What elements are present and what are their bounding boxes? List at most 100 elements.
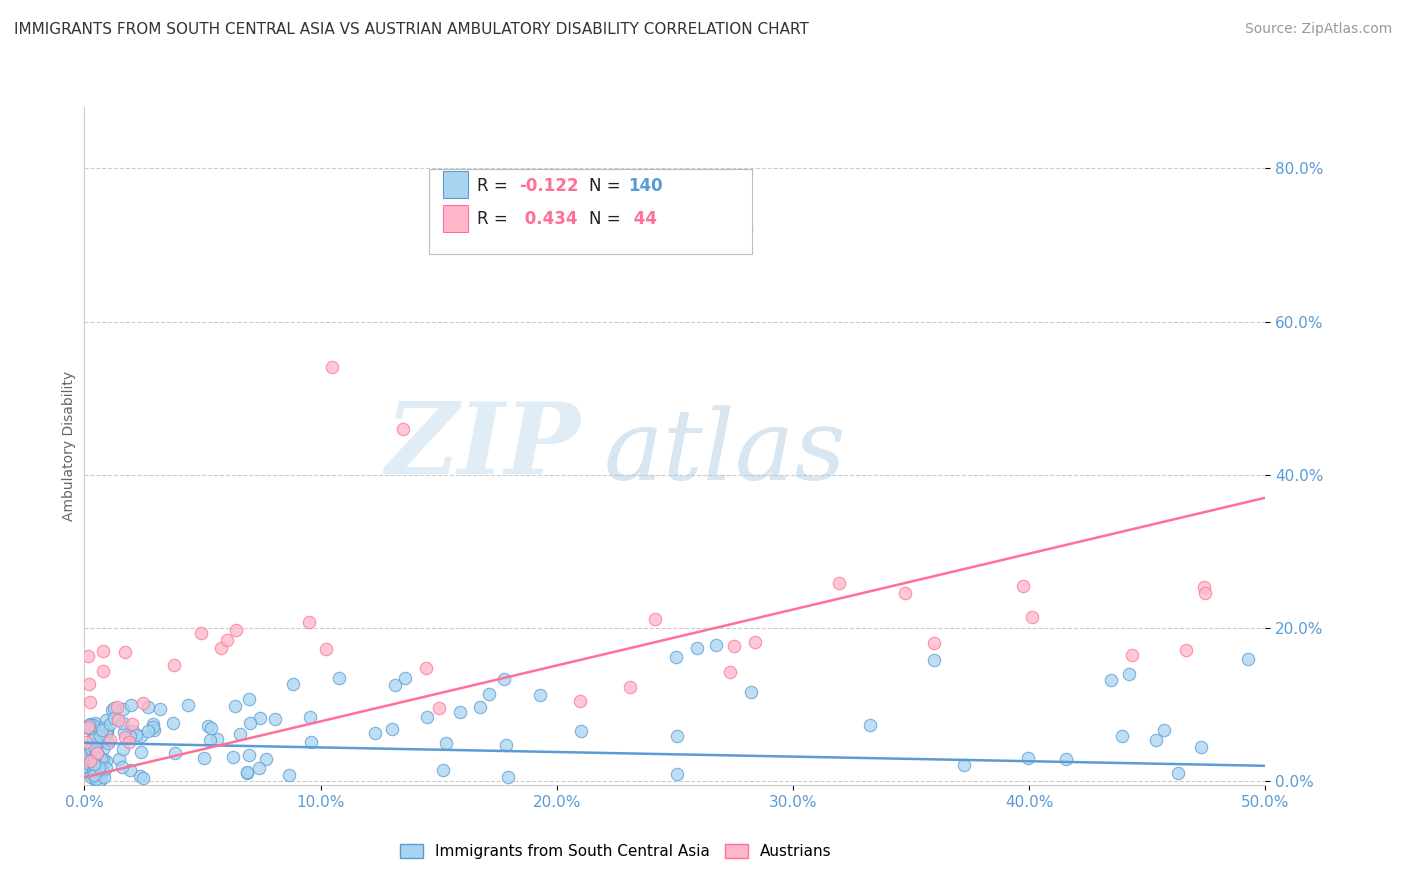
- Point: [1236, 651, 1258, 665]
- Point: [1099, 673, 1122, 687]
- Point: [496, 770, 519, 784]
- Point: [86, 772, 108, 786]
- Point: [103, 711, 125, 725]
- Point: [77, 677, 100, 691]
- Text: atlas: atlas: [605, 405, 846, 500]
- Point: [254, 752, 277, 766]
- Y-axis label: Ambulatory Disability: Ambulatory Disability: [62, 371, 76, 521]
- Point: [298, 615, 321, 629]
- Point: [434, 736, 457, 750]
- Point: [83, 772, 105, 786]
- Point: [177, 698, 200, 712]
- Text: N =: N =: [589, 177, 626, 194]
- Point: [235, 765, 257, 780]
- Point: [894, 586, 917, 600]
- Point: [217, 633, 239, 648]
- Point: [84, 764, 107, 779]
- Point: [163, 746, 186, 760]
- Point: [149, 702, 172, 716]
- Point: [328, 672, 350, 686]
- Point: [93, 742, 115, 756]
- Point: [529, 688, 551, 702]
- Text: 140: 140: [628, 177, 664, 194]
- Point: [619, 680, 641, 694]
- Point: [1167, 766, 1189, 780]
- Text: 0.434: 0.434: [519, 211, 578, 228]
- Point: [118, 729, 141, 743]
- Point: [121, 724, 143, 739]
- Point: [568, 694, 591, 708]
- Point: [704, 638, 727, 652]
- Point: [132, 771, 155, 785]
- Point: [449, 706, 471, 720]
- Point: [114, 730, 136, 744]
- Point: [86, 747, 108, 761]
- Point: [75, 735, 97, 749]
- Point: [163, 658, 186, 673]
- Point: [142, 723, 165, 737]
- Point: [80, 748, 103, 763]
- Point: [299, 735, 322, 749]
- Point: [281, 677, 304, 691]
- Point: [79, 717, 101, 731]
- Text: IMMIGRANTS FROM SOUTH CENTRAL ASIA VS AUSTRIAN AMBULATORY DISABILITY CORRELATION: IMMIGRANTS FROM SOUTH CENTRAL ASIA VS AU…: [14, 22, 808, 37]
- Point: [84, 766, 107, 780]
- Point: [96, 714, 118, 728]
- Point: [229, 727, 252, 741]
- Text: R =: R =: [477, 177, 513, 194]
- Point: [76, 720, 98, 734]
- Point: [89, 772, 111, 787]
- Point: [83, 757, 105, 772]
- Point: [922, 653, 945, 667]
- Point: [142, 720, 165, 734]
- Point: [569, 724, 592, 739]
- Point: [94, 727, 117, 741]
- Point: [105, 700, 128, 714]
- Point: [120, 763, 142, 777]
- Point: [121, 716, 143, 731]
- Point: [93, 770, 115, 784]
- Point: [80, 765, 103, 780]
- Point: [205, 731, 228, 746]
- Point: [77, 757, 100, 772]
- Point: [197, 719, 219, 733]
- Point: [84, 762, 107, 776]
- Point: [1192, 580, 1215, 594]
- Point: [83, 767, 105, 781]
- Point: [86, 746, 108, 760]
- Point: [94, 754, 117, 768]
- Point: [111, 760, 134, 774]
- Point: [76, 721, 98, 735]
- Point: [415, 661, 437, 675]
- Point: [129, 729, 152, 743]
- Point: [744, 634, 766, 648]
- Point: [723, 639, 745, 653]
- Point: [111, 741, 134, 756]
- Point: [381, 722, 404, 736]
- Point: [120, 698, 142, 713]
- Point: [136, 723, 159, 738]
- Point: [87, 763, 110, 777]
- Point: [142, 716, 165, 731]
- Point: [162, 716, 184, 731]
- Point: [118, 735, 141, 749]
- Point: [665, 650, 688, 665]
- Point: [83, 751, 105, 765]
- Point: [1017, 751, 1039, 765]
- Point: [1121, 648, 1143, 663]
- Point: [686, 640, 709, 655]
- Point: [97, 736, 120, 750]
- Point: [90, 752, 112, 766]
- Point: [224, 699, 246, 714]
- Text: -0.122: -0.122: [519, 177, 578, 194]
- Point: [953, 758, 976, 772]
- Point: [1194, 586, 1216, 600]
- Point: [84, 773, 107, 788]
- Point: [1189, 740, 1212, 755]
- Text: ZIP: ZIP: [385, 398, 581, 494]
- Point: [114, 645, 136, 659]
- Point: [89, 772, 111, 787]
- Point: [83, 751, 105, 765]
- Point: [249, 711, 271, 725]
- Point: [89, 729, 111, 743]
